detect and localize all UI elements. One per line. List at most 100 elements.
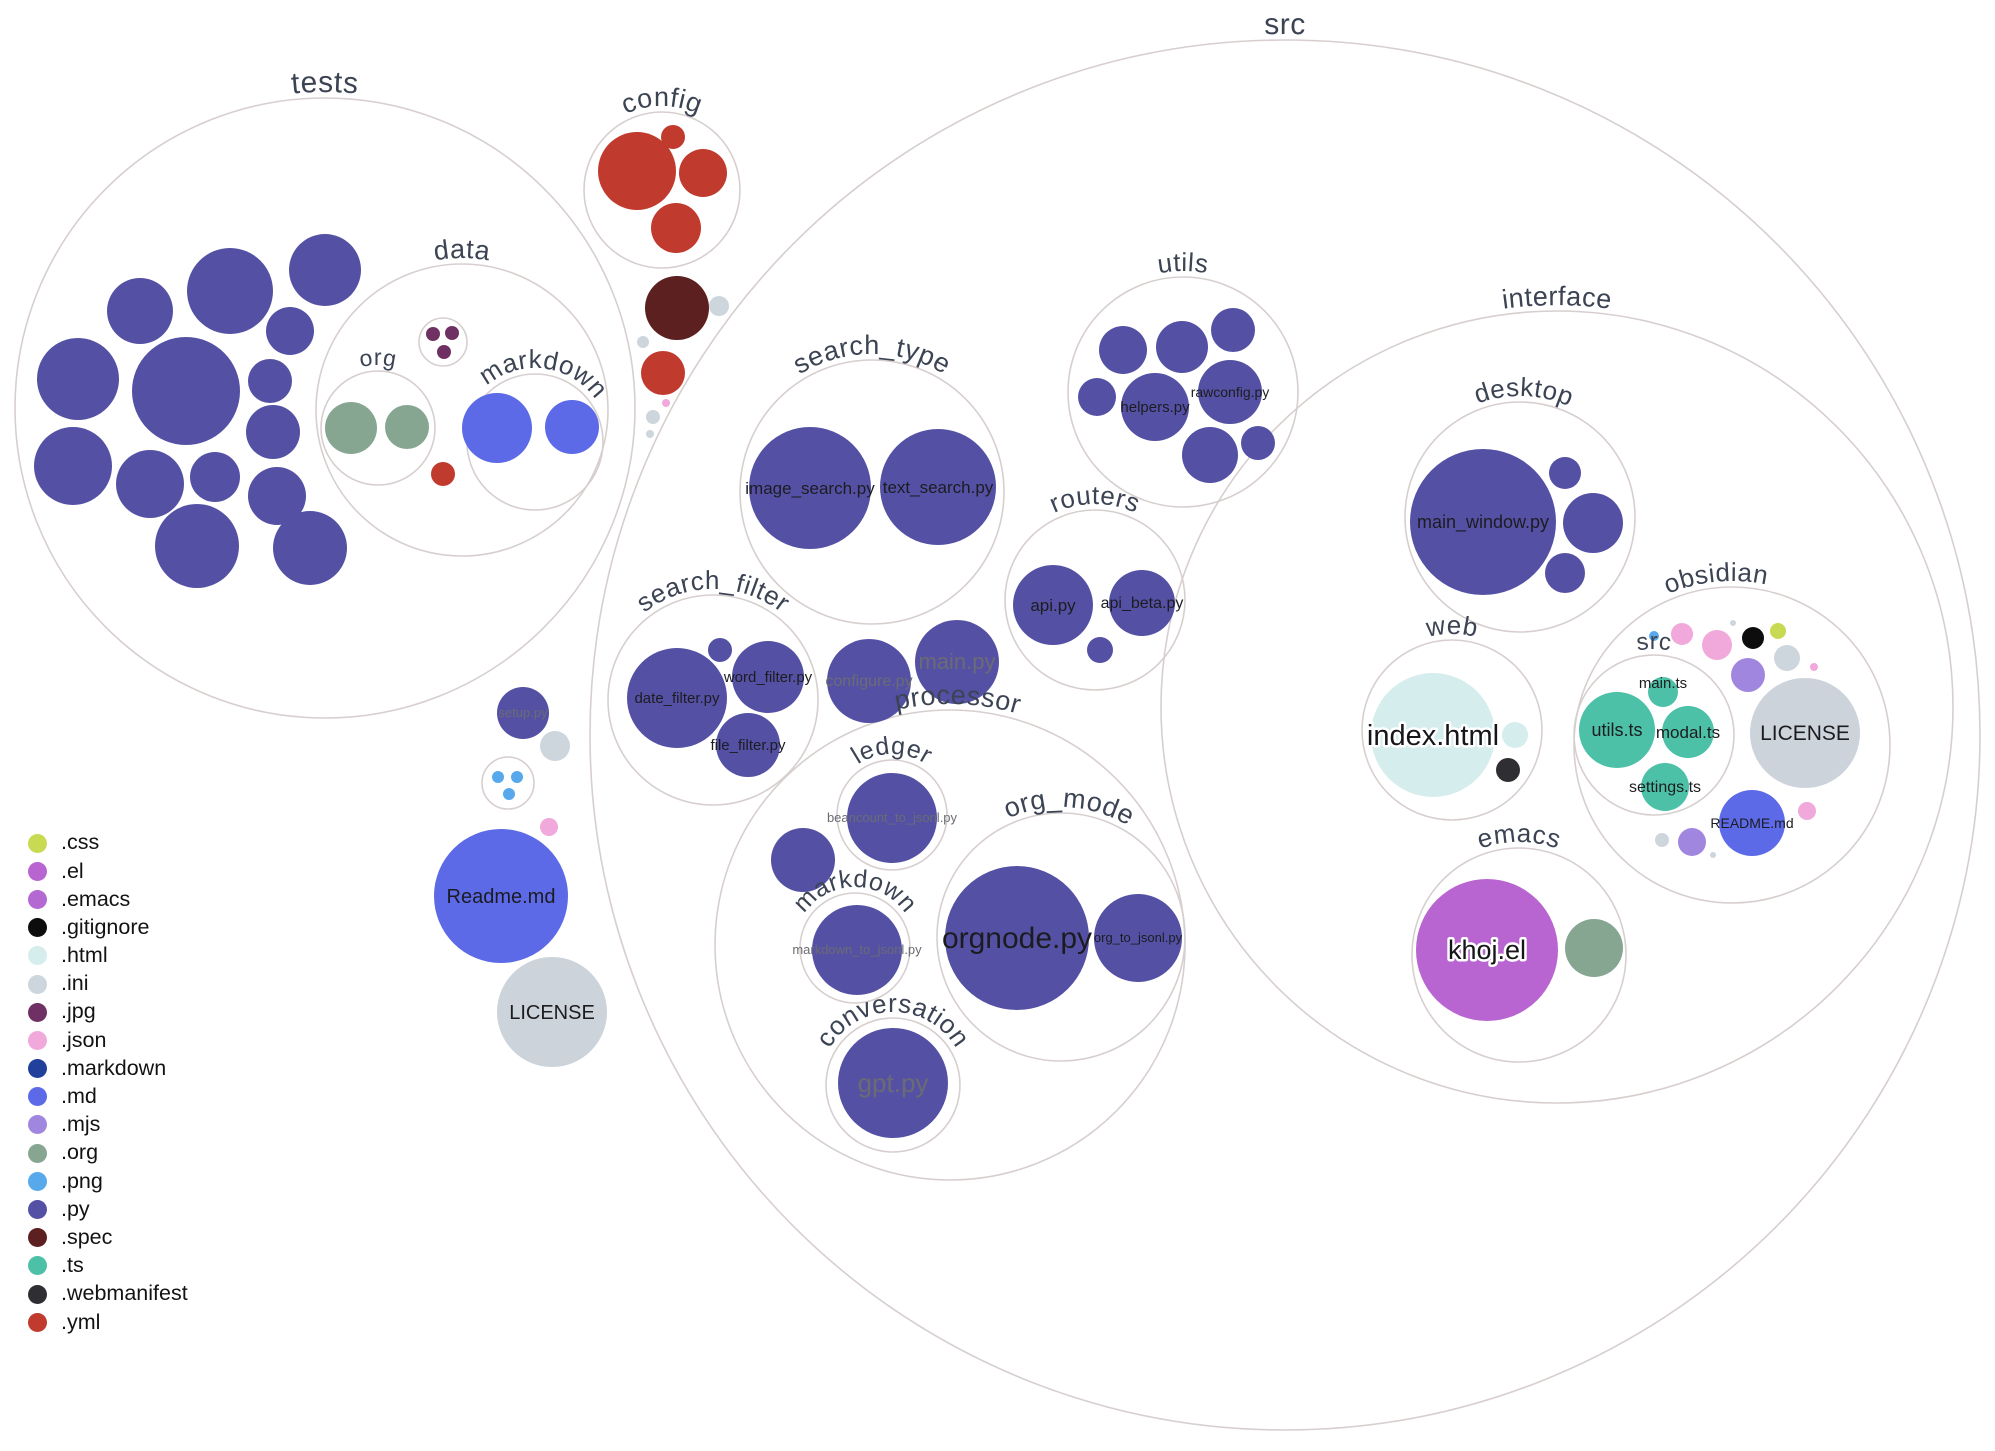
legend-label: .png: [61, 1168, 103, 1193]
folder-circle-utils: [1067, 276, 1299, 508]
legend-swatch-markdown: [28, 1059, 47, 1079]
file-label-gpt.py: gpt.py: [858, 1068, 929, 1098]
folder-circle-src: [1573, 654, 1735, 816]
file-circle-py: [771, 828, 835, 892]
folder-circle-web: [1361, 639, 1543, 821]
folder-circle-tests: [14, 97, 636, 719]
file-circle-main.py: [915, 620, 999, 704]
file-circle-jpg: [445, 326, 459, 340]
file-circle-py: [1078, 378, 1116, 416]
folder-circle-group: [481, 756, 535, 810]
legend-row-webmanifest: .webmanifest: [28, 1280, 188, 1308]
file-circle-py: [1087, 637, 1113, 663]
legend-label: .emacs: [61, 886, 131, 911]
legend-label: .py: [61, 1196, 90, 1221]
file-label-markdown_to_jsonl.py: markdown_to_jsonl.py: [792, 942, 922, 957]
folder-circle-search_type: [739, 359, 1005, 625]
legend-label: .ts: [61, 1253, 84, 1278]
legend-row-markdown: .markdown: [28, 1055, 188, 1083]
file-label-main.py: main.py: [918, 649, 995, 674]
legend-label: .mjs: [61, 1112, 101, 1137]
file-label-date_filter.py: date_filter.py: [634, 690, 720, 707]
file-circle-py: [248, 359, 292, 403]
file-label-orgnode.py: orgnode.py: [942, 922, 1092, 955]
folder-circle-conversation: [825, 1017, 961, 1153]
folder-circle-interface: [1160, 310, 1954, 1104]
file-label-index.html: index.html: [1367, 720, 1499, 752]
legend-row-md: .md: [28, 1083, 188, 1111]
file-label-README.md: README.md: [1710, 815, 1793, 831]
folder-circle-org_mode: [936, 812, 1186, 1062]
legend-swatch-emacs: [28, 889, 47, 909]
legend-row-spec: .spec: [28, 1224, 188, 1252]
file-circle-rawconfig.py: [1198, 360, 1262, 424]
file-circle-date_filter.py: [627, 648, 727, 748]
legend-label: .jpg: [61, 999, 96, 1024]
legend-swatch-spec: [28, 1228, 47, 1248]
folder-label-data: data: [432, 234, 493, 266]
file-circle-LICENSE: [1750, 678, 1860, 788]
file-circle-ini: [1655, 833, 1669, 847]
legend-row-gitignore: .gitignore: [28, 914, 188, 942]
file-circle-Readme.md: [434, 829, 568, 963]
file-label-LICENSE: LICENSE: [509, 1002, 595, 1024]
legend-row-el: .el: [28, 857, 188, 885]
folder-label-ledger: ledger: [846, 732, 937, 770]
file-circle-yml: [598, 132, 676, 210]
legend-swatch-yml: [28, 1312, 47, 1332]
folder-label-emacs: emacs: [1473, 818, 1564, 855]
file-circle-markdown_to_jsonl.py: [812, 905, 902, 995]
folder-circle-desktop: [1404, 401, 1636, 633]
file-circle-py: [132, 337, 240, 445]
file-circle-modal.ts: [1662, 706, 1714, 758]
file-circle-py: [187, 248, 273, 334]
file-circle-main_window.py: [1410, 449, 1556, 595]
file-circle-README.md: [1719, 790, 1785, 856]
folder-circle-markdown: [799, 892, 911, 1004]
file-circle-image_search.py: [749, 427, 871, 549]
file-circle-yml: [651, 203, 701, 253]
file-circle-word_filter.py: [732, 641, 804, 713]
folder-label-obsidian: obsidian: [1659, 557, 1770, 600]
legend-row-yml: .yml: [28, 1308, 188, 1336]
file-circle-yml: [661, 125, 685, 149]
file-circle-api.py: [1013, 565, 1093, 645]
file-label-image_search.py: image_search.py: [745, 479, 875, 498]
file-label-helpers.py: helpers.py: [1120, 399, 1190, 416]
file-circle-mjs: [1731, 658, 1765, 692]
file-circle-ini: [1774, 645, 1800, 671]
folder-label-routers: routers: [1045, 480, 1145, 519]
legend-row-jpg: .jpg: [28, 998, 188, 1026]
file-circle-ini: [1710, 852, 1716, 858]
file-circle-py: [273, 511, 347, 585]
file-label-utils.ts: utils.ts: [1591, 720, 1642, 740]
file-circle-md: [462, 393, 532, 463]
file-label-file_filter.py: file_filter.py: [710, 737, 786, 754]
legend-label: .css: [61, 830, 100, 855]
file-circle-py: [1545, 553, 1585, 593]
file-circle-api_beta.py: [1109, 570, 1175, 636]
folder-label-config: config: [617, 82, 707, 120]
file-circle-org: [385, 405, 429, 449]
file-circle-ini: [646, 410, 660, 424]
legend-swatch-md: [28, 1087, 47, 1107]
file-circle-org: [325, 402, 377, 454]
file-circle-ini: [1730, 620, 1736, 626]
folder-label-src: src: [1635, 628, 1673, 656]
file-circle-index.html: [1371, 673, 1495, 797]
folder-label-org: org: [357, 344, 399, 372]
file-circle-py: [1241, 426, 1275, 460]
legend-row-html: .html: [28, 942, 188, 970]
file-circle-css: [1770, 623, 1786, 639]
file-circle-LICENSE: [497, 957, 607, 1067]
legend-swatch-py: [28, 1200, 47, 1220]
folder-label-web: web: [1423, 610, 1481, 643]
file-circle-org_to_jsonl.py: [1094, 894, 1182, 982]
file-circle-orgnode.py: [945, 866, 1089, 1010]
file-label-khoj.el: khoj.el: [1448, 935, 1526, 965]
legend-swatch-webmanifest: [28, 1284, 47, 1304]
file-circle-py: [266, 307, 314, 355]
legend-label: .org: [61, 1140, 99, 1165]
